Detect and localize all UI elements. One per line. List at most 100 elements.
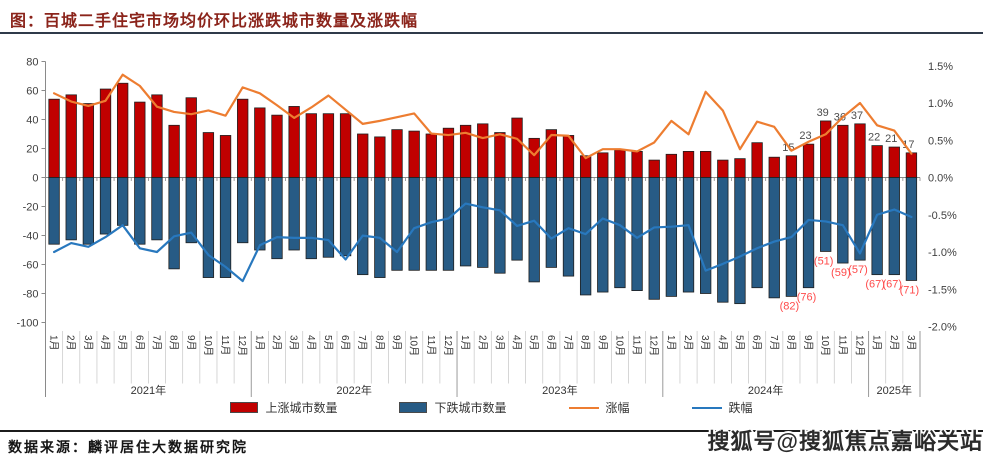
month-label: 6月 bbox=[339, 335, 351, 351]
plot-area: 80 60 40 20 0 -20 -40 -60 -80 -100 1.5% 1.0% 0.5% 0.0… bbox=[16, 57, 957, 397]
falling-value-label: (76) bbox=[797, 292, 817, 304]
month-label: 3月 bbox=[288, 335, 300, 351]
month-label: 8月 bbox=[168, 335, 180, 351]
bar bbox=[648, 177, 660, 300]
bar bbox=[528, 177, 540, 283]
bar bbox=[494, 132, 506, 178]
month-label: 3月 bbox=[699, 335, 711, 351]
bar bbox=[477, 177, 489, 268]
month-label: 10月 bbox=[819, 335, 831, 356]
left-axis-tick: -80 bbox=[23, 289, 39, 301]
month-label: 4月 bbox=[305, 335, 317, 351]
month-label: 3月 bbox=[905, 335, 917, 351]
bar bbox=[734, 158, 746, 178]
bar bbox=[271, 177, 283, 260]
bar bbox=[219, 135, 232, 178]
bar bbox=[614, 149, 626, 178]
bar bbox=[322, 113, 335, 178]
bar bbox=[82, 103, 95, 178]
bar bbox=[202, 177, 215, 278]
footer-divider bbox=[0, 430, 983, 432]
month-label: 11月 bbox=[219, 335, 231, 355]
bar bbox=[905, 152, 918, 178]
bar bbox=[820, 177, 832, 252]
month-label: 12月 bbox=[853, 335, 865, 356]
bar bbox=[219, 177, 232, 278]
left-axis-tick: -40 bbox=[23, 231, 39, 243]
title-divider bbox=[0, 32, 983, 34]
right-axis-tick: 0.0% bbox=[928, 173, 953, 185]
legend-item-fall-pct: 跌幅 bbox=[691, 399, 753, 416]
left-axis-tick: 0 bbox=[32, 173, 38, 185]
rising-value-label: 22 bbox=[868, 132, 880, 144]
rising-value-label: 37 bbox=[851, 110, 863, 122]
falling-value-label: (59) bbox=[831, 267, 851, 279]
year-label: 2024年 bbox=[748, 383, 783, 397]
month-label: 9月 bbox=[185, 335, 197, 351]
year-label: 2021年 bbox=[131, 383, 166, 397]
right-axis-tick: 1.0% bbox=[928, 98, 953, 110]
month-label: 2月 bbox=[476, 335, 488, 351]
month-label: 11月 bbox=[836, 335, 848, 355]
falling-value-label: (67) bbox=[865, 279, 885, 291]
bar bbox=[751, 142, 763, 178]
left-axis-tick: 60 bbox=[26, 86, 38, 98]
legend-label: 涨幅 bbox=[605, 401, 630, 415]
bar bbox=[665, 177, 678, 297]
bar bbox=[905, 177, 918, 281]
rise-line-swatch-icon bbox=[568, 406, 599, 409]
bar bbox=[494, 177, 506, 274]
left-axis-tick: 40 bbox=[26, 115, 38, 127]
rising-value-label: 17 bbox=[902, 139, 914, 151]
bar bbox=[82, 177, 95, 245]
bar bbox=[614, 177, 626, 289]
month-label: 8月 bbox=[579, 335, 591, 351]
bar bbox=[871, 145, 883, 178]
bar bbox=[374, 177, 386, 278]
bar bbox=[511, 117, 523, 178]
bar bbox=[48, 98, 60, 178]
legend-label: 跌幅 bbox=[728, 401, 753, 415]
month-label: 1月 bbox=[871, 335, 883, 351]
bar bbox=[802, 143, 815, 178]
legend-item-rise-pct: 涨幅 bbox=[568, 399, 630, 416]
bar bbox=[562, 177, 575, 277]
month-label: 6月 bbox=[751, 335, 763, 351]
bar bbox=[339, 177, 352, 257]
bar bbox=[391, 129, 403, 178]
bar bbox=[151, 177, 163, 241]
month-label: 7月 bbox=[768, 335, 780, 351]
rising-value-label: 23 bbox=[799, 130, 811, 142]
bar bbox=[408, 130, 420, 178]
falling-value-label: (57) bbox=[848, 264, 868, 276]
bar bbox=[871, 177, 883, 276]
year-label: 2022年 bbox=[336, 383, 371, 397]
month-label: 10月 bbox=[202, 335, 214, 356]
right-axis-tick: 1.5% bbox=[928, 61, 953, 73]
bar bbox=[117, 177, 129, 226]
month-label: 1月 bbox=[665, 335, 677, 351]
bar bbox=[597, 177, 609, 293]
bar bbox=[202, 132, 215, 178]
bar bbox=[717, 159, 729, 178]
month-label: 8月 bbox=[785, 335, 797, 351]
bar bbox=[237, 98, 249, 178]
year-label: 2023年 bbox=[542, 383, 577, 397]
bar bbox=[700, 151, 712, 178]
month-label: 4月 bbox=[99, 335, 111, 351]
year-label: 2025年 bbox=[877, 383, 912, 397]
left-axis-tick: 80 bbox=[26, 57, 38, 69]
falling-value-label: (51) bbox=[814, 255, 834, 267]
bar bbox=[545, 129, 557, 178]
rise-pct-line bbox=[52, 73, 913, 160]
left-axis-tick: -60 bbox=[23, 260, 39, 272]
bar bbox=[545, 177, 557, 268]
month-label: 1月 bbox=[459, 335, 471, 351]
bar bbox=[837, 124, 849, 178]
month-label: 12月 bbox=[442, 335, 454, 356]
bar bbox=[597, 152, 609, 178]
watermark: 搜狐号@搜狐焦点嘉峪关站 bbox=[707, 429, 983, 454]
bar bbox=[339, 113, 352, 178]
combo-chart: 80 60 40 20 0 -20 -40 -60 -80 -100 1.5% 1.0% 0.5% 0.0… bbox=[16, 57, 957, 397]
